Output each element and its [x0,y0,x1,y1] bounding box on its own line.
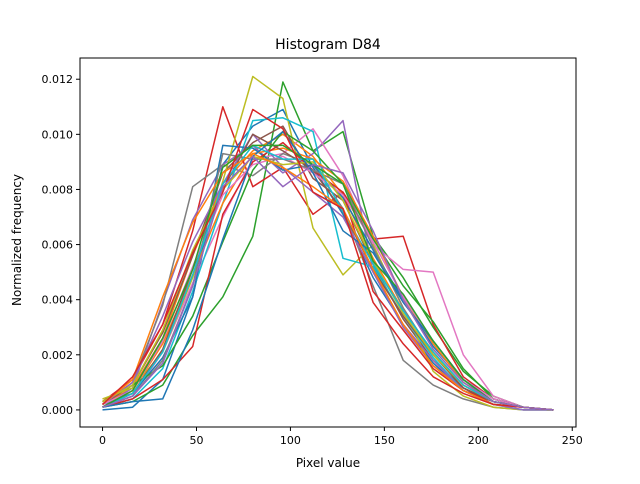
series-line-24 [101,108,554,411]
x-tick-label: 0 [99,434,106,447]
x-tick-label: 150 [374,434,395,447]
series-line-23 [102,144,554,411]
x-tick-label: 50 [189,434,203,447]
series-line-22 [102,152,554,411]
series-line-25 [102,155,554,411]
x-axis-label: Pixel value [296,456,360,470]
series-group [101,75,554,411]
y-tick-label: 0.008 [42,183,74,196]
y-tick-label: 0.002 [42,349,74,362]
y-tick-label: 0.006 [42,239,74,252]
x-tick-label: 100 [280,434,301,447]
y-tick-label: 0.012 [42,73,74,86]
y-tick-label: 0.010 [42,128,74,141]
series-line-20 [102,144,554,411]
series-line-7 [102,128,554,411]
series-line-13 [102,130,554,411]
plot-frame [79,57,577,428]
chart-title: Histogram D84 [275,37,381,53]
x-tick-label: 250 [562,434,583,447]
y-tick-label: 0.000 [42,404,74,417]
y-tick-label: 0.004 [42,294,74,307]
ticks-group: 0 50 100 150 200 250 0.000 0.002 0.004 0.006 0.008… [42,73,583,447]
series-line-16 [102,133,554,411]
x-tick-label: 200 [468,434,489,447]
y-axis-label: Normalized frequency [10,174,24,306]
